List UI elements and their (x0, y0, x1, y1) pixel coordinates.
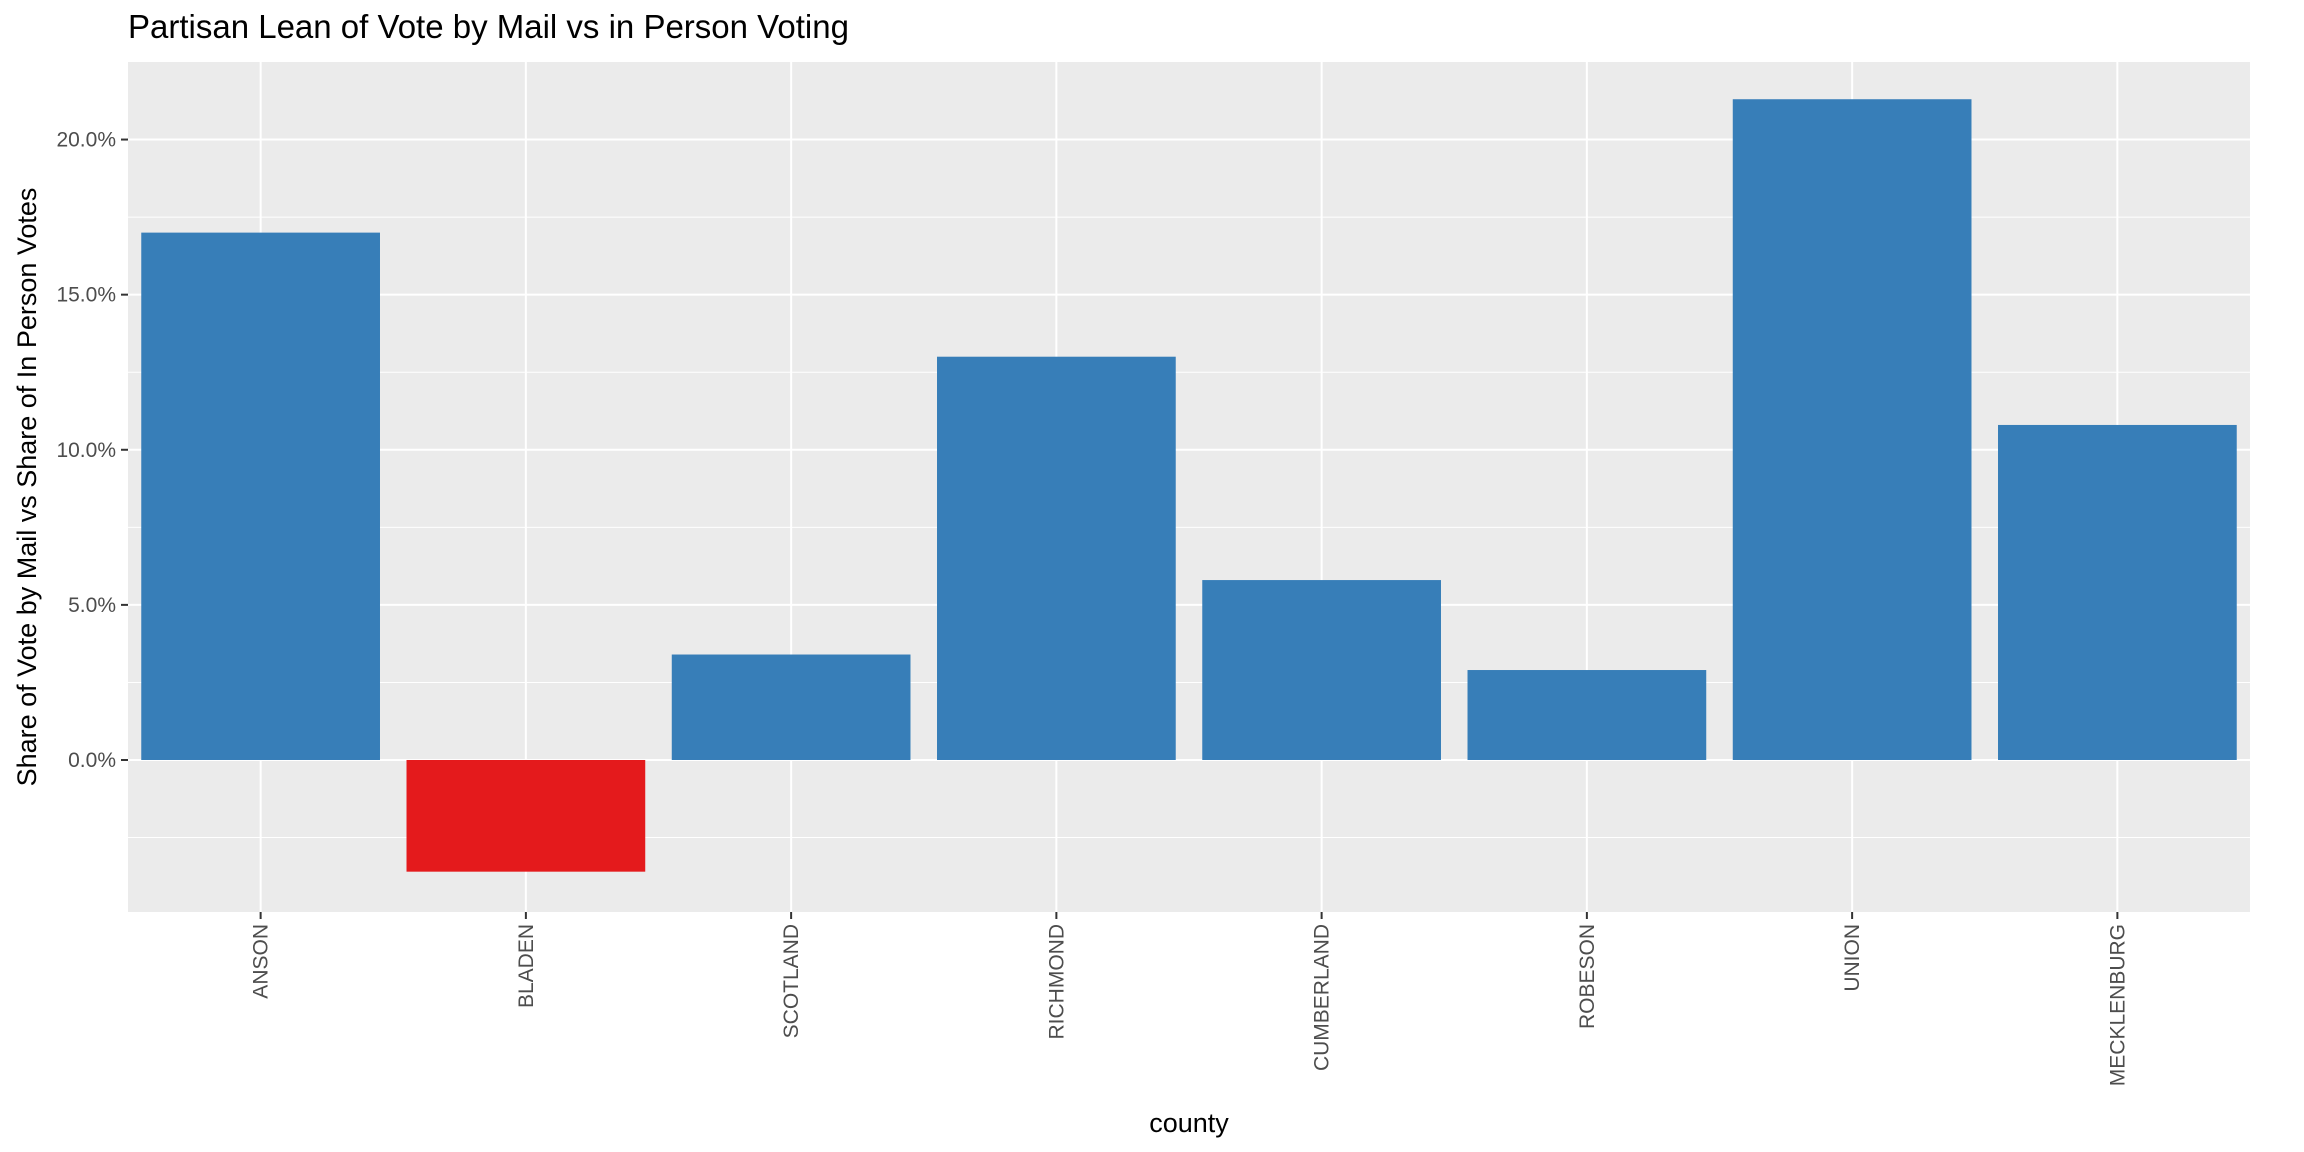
y-tick-label: 10.0% (56, 439, 116, 462)
bar-union (1732, 99, 1972, 760)
bar-robeson (1467, 670, 1707, 760)
bar-anson (141, 232, 380, 760)
x-tick-label: UNION (1841, 924, 1864, 992)
y-axis-ticks: 0.0% 5.0% 10.0% 15.0% 20.0% (56, 129, 128, 772)
y-tick-label: 5.0% (68, 594, 116, 617)
chart-title: Partisan Lean of Vote by Mail vs in Pers… (128, 8, 849, 45)
x-tick-label: RICHMOND (1045, 924, 1068, 1040)
y-tick-label: 15.0% (56, 284, 116, 307)
bars (141, 99, 2237, 872)
x-axis-ticks: ANSON BLADEN SCOTLAND RICHMOND CUMBERLAND ROB… (250, 912, 2129, 1086)
bar-bladen (406, 759, 646, 872)
x-tick-label: MECKLENBURG (2106, 924, 2129, 1086)
y-tick-label: 0.0% (68, 749, 116, 772)
x-tick-label: CUMBERLAND (1311, 924, 1334, 1071)
bar-cumberland (1202, 580, 1441, 760)
x-tick-label: SCOTLAND (780, 924, 803, 1038)
x-axis-title: county (1149, 1108, 1229, 1138)
x-tick-label: ANSON (250, 924, 273, 999)
x-tick-label: BLADEN (515, 924, 538, 1008)
y-tick-label: 20.0% (56, 129, 116, 152)
bar-richmond (937, 356, 1176, 760)
x-tick-label: ROBESON (1576, 924, 1599, 1029)
bar-scotland (671, 654, 911, 760)
bar-mecklenburg (1998, 424, 2237, 760)
y-axis-title: Share of Vote by Mail vs Share of In Per… (12, 188, 42, 787)
